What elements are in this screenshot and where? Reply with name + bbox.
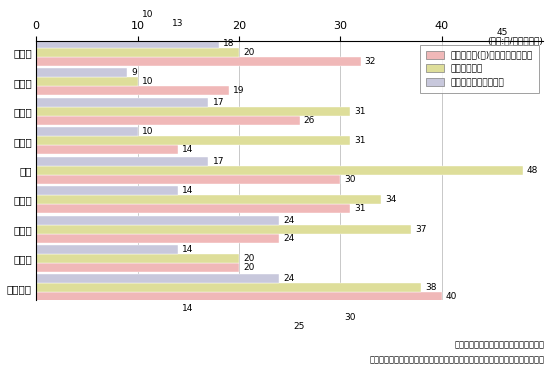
Text: 38: 38 <box>426 283 437 292</box>
Text: 40: 40 <box>446 292 457 301</box>
Text: 資料：物流基礎調査（意向アンケート）: 資料：物流基礎調査（意向アンケート） <box>454 341 544 350</box>
Bar <box>36 127 138 136</box>
Text: （各高速道路・有料道路の利用貨物車台数を回答した事業所のサンプル集計）: （各高速道路・有料道路の利用貨物車台数を回答した事業所のサンプル集計） <box>370 356 544 364</box>
Text: 9: 9 <box>131 68 137 77</box>
Bar <box>36 107 350 116</box>
Text: 20: 20 <box>243 48 254 57</box>
Bar <box>36 57 361 66</box>
Bar <box>36 225 411 233</box>
Legend: 西日本高速(株)等管轄の高速道路, 阪神高速道路, その他近畿内有料道路: 西日本高速(株)等管轄の高速道路, 阪神高速道路, その他近畿内有料道路 <box>420 45 538 92</box>
Bar <box>36 254 239 263</box>
Text: 30: 30 <box>344 313 356 322</box>
Bar <box>36 10 138 18</box>
Text: (単位:台/日・事業所): (単位:台/日・事業所) <box>487 36 543 45</box>
Text: 48: 48 <box>527 166 538 175</box>
Text: 10: 10 <box>141 77 153 87</box>
Bar <box>36 39 218 48</box>
Bar <box>36 166 523 175</box>
Bar <box>36 216 279 225</box>
Text: 14: 14 <box>182 145 194 154</box>
Text: 13: 13 <box>172 18 184 28</box>
Text: 17: 17 <box>212 98 224 107</box>
Bar <box>36 18 168 28</box>
Text: 24: 24 <box>283 275 295 283</box>
Bar <box>36 77 138 87</box>
Bar <box>36 68 128 77</box>
Text: 19: 19 <box>233 87 244 95</box>
Bar <box>36 304 178 313</box>
Text: 14: 14 <box>182 245 194 254</box>
Bar <box>36 195 381 204</box>
Bar <box>36 48 239 57</box>
Bar <box>36 233 279 242</box>
Text: 37: 37 <box>415 225 427 233</box>
Text: 10: 10 <box>141 10 153 18</box>
Text: 14: 14 <box>182 186 194 195</box>
Bar <box>36 157 208 166</box>
Bar <box>36 275 279 283</box>
Text: 25: 25 <box>294 322 305 331</box>
Bar <box>36 145 178 154</box>
Text: 10: 10 <box>141 127 153 136</box>
Bar <box>36 263 239 272</box>
Text: 24: 24 <box>283 216 295 225</box>
Text: 31: 31 <box>354 107 366 116</box>
Bar <box>36 322 290 331</box>
Bar <box>36 292 442 301</box>
Text: 30: 30 <box>344 175 356 184</box>
Bar <box>36 87 229 95</box>
Text: 17: 17 <box>212 157 224 166</box>
Text: 31: 31 <box>354 136 366 145</box>
Bar <box>36 245 178 254</box>
Text: 32: 32 <box>365 57 376 66</box>
Text: 20: 20 <box>243 263 254 272</box>
Bar <box>36 98 208 107</box>
Bar <box>36 283 421 292</box>
Text: 34: 34 <box>385 195 396 204</box>
Text: 45: 45 <box>497 28 508 37</box>
Text: 14: 14 <box>182 304 194 313</box>
Text: 20: 20 <box>243 254 254 263</box>
Bar <box>36 204 350 213</box>
Bar <box>36 186 178 195</box>
Bar <box>36 136 350 145</box>
Text: 18: 18 <box>223 39 234 48</box>
Text: 26: 26 <box>304 116 315 125</box>
Bar <box>36 28 492 37</box>
Text: 24: 24 <box>283 233 295 242</box>
Bar <box>36 175 340 184</box>
Bar <box>36 116 300 125</box>
Text: 31: 31 <box>354 204 366 213</box>
Bar <box>36 313 340 322</box>
